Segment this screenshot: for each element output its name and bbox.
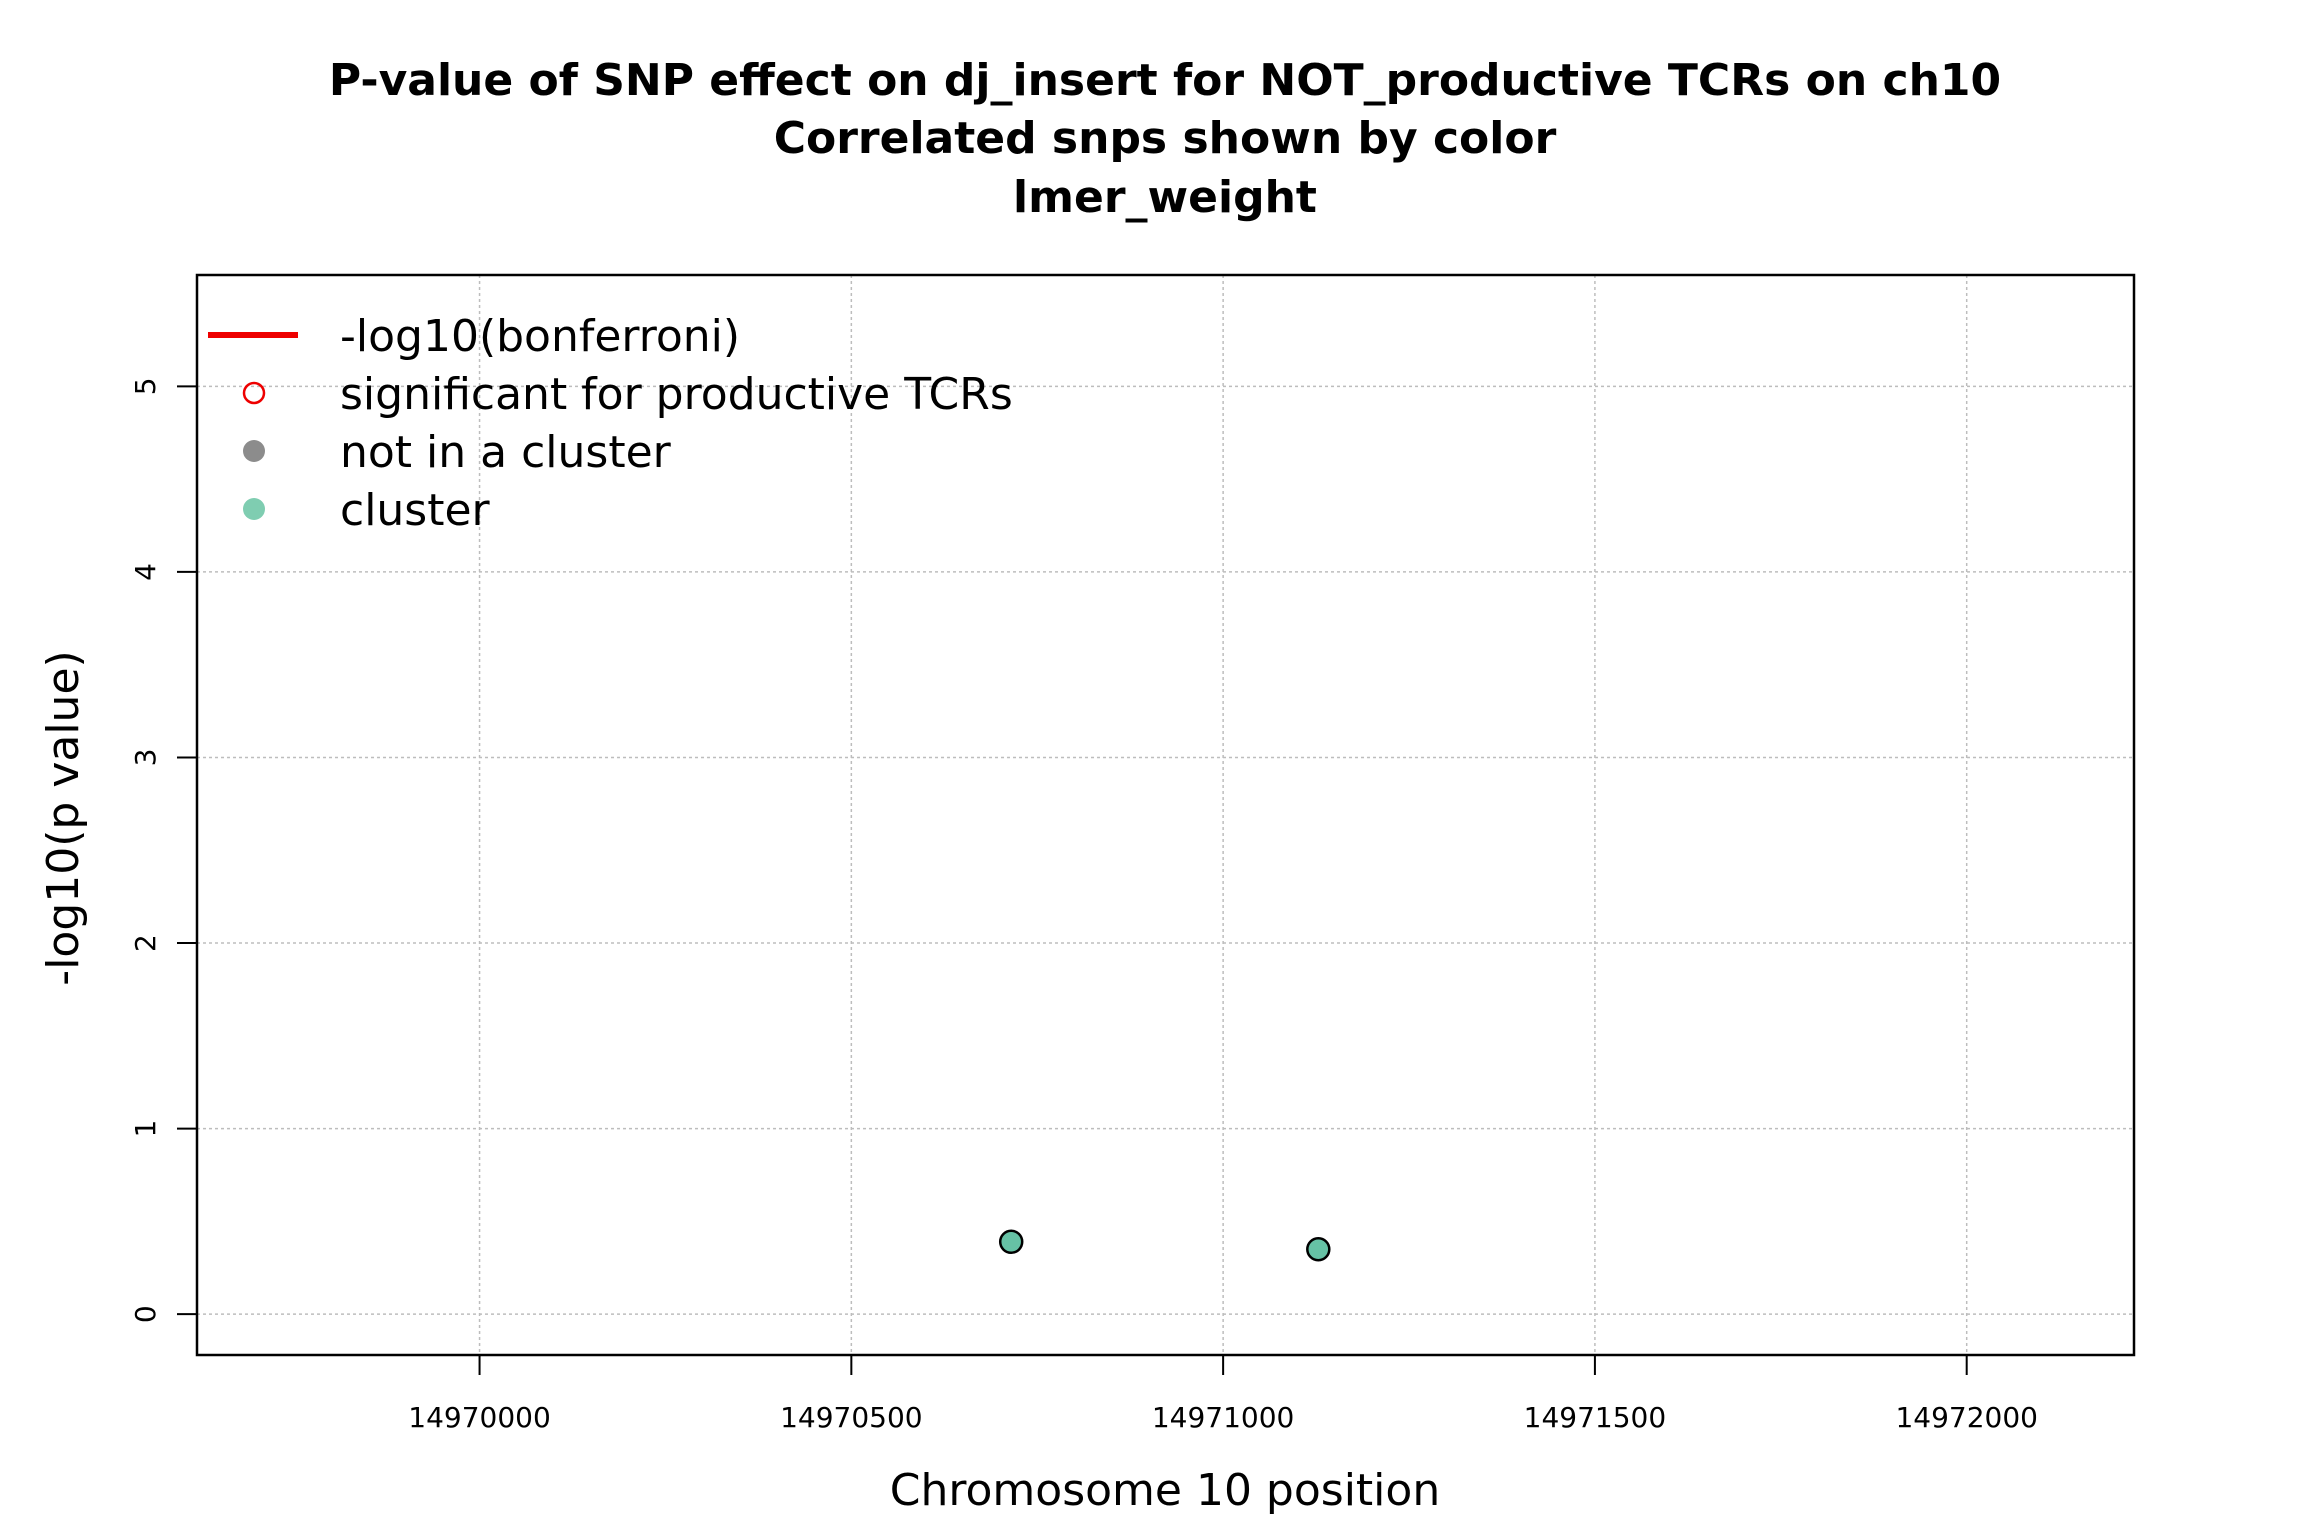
chart-title: P-value of SNP effect on dj_insert for N…	[329, 55, 2001, 223]
legend-open-circle-swatch-1	[242, 381, 266, 405]
y-tick-label-0: 0	[129, 1305, 162, 1323]
y-tick-label-3: 3	[129, 749, 162, 767]
title-line-1: P-value of SNP effect on dj_insert for N…	[329, 55, 2001, 106]
title-line-3: lmer_weight	[1013, 172, 1317, 223]
x-tick-label-2: 14971000	[1152, 1401, 1295, 1434]
y-tick-label-1: 1	[129, 1120, 162, 1138]
legend-item-2: not in a cluster	[243, 427, 672, 478]
legend-label-1: significant for productive TCRs	[340, 369, 1013, 420]
title-line-2: Correlated snps shown by color	[774, 113, 1557, 164]
y-axis: 0 1 2 3 4 5	[129, 377, 197, 1323]
x-tick-label-1: 14970500	[780, 1401, 923, 1434]
legend: -log10(bonferroni) significant for produc…	[208, 311, 1013, 536]
x-tick-label-3: 14971500	[1524, 1401, 1667, 1434]
y-tick-label-4: 4	[129, 563, 162, 581]
legend-filled-circle-swatch-3	[243, 498, 265, 520]
legend-label-3: cluster	[340, 485, 491, 536]
y-tick-label-5: 5	[129, 377, 162, 395]
grid-lines	[197, 275, 2134, 1355]
legend-label-2: not in a cluster	[340, 427, 672, 478]
x-tick-label-0: 14970000	[408, 1401, 551, 1434]
x-axis-label: Chromosome 10 position	[890, 1465, 1440, 1516]
data-point-0-1	[1306, 1236, 1331, 1262]
legend-item-0: -log10(bonferroni)	[208, 311, 740, 362]
legend-item-1: significant for productive TCRs	[242, 369, 1013, 420]
legend-item-3: cluster	[243, 485, 491, 536]
x-axis: 14970000 14970500 14971000 14971500 14972000	[408, 1355, 2038, 1434]
x-tick-label-4: 14972000	[1895, 1401, 2038, 1434]
legend-label-0: -log10(bonferroni)	[340, 311, 740, 362]
legend-filled-circle-swatch-2	[243, 440, 265, 462]
plot-frame	[195, 273, 2136, 1357]
y-tick-label-2: 2	[129, 934, 162, 952]
y-axis-label: -log10(p value)	[38, 650, 89, 985]
data-point-0-0	[998, 1229, 1024, 1255]
data-points	[998, 1229, 1331, 1262]
